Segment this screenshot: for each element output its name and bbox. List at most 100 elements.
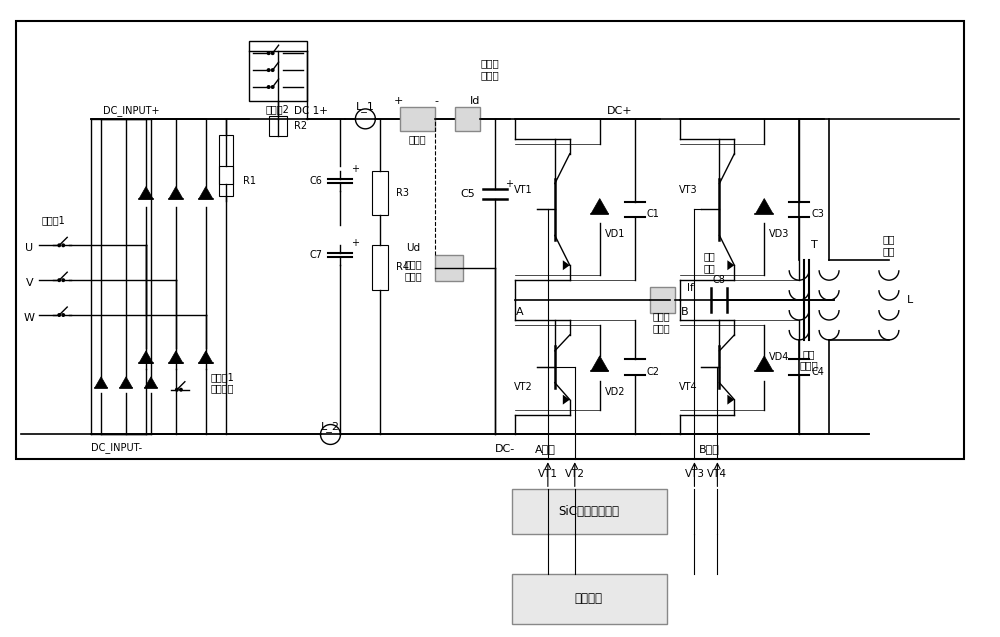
Circle shape: [267, 68, 271, 72]
Text: 谐振
电容: 谐振 电容: [704, 252, 715, 273]
Text: VT3: VT3: [684, 469, 704, 479]
Polygon shape: [199, 351, 213, 363]
Text: R3: R3: [396, 187, 409, 197]
Text: +: +: [505, 178, 513, 189]
Text: DC+: DC+: [607, 106, 632, 116]
Text: 接触器1
常闭触点: 接触器1 常闭触点: [211, 372, 235, 394]
Text: 霏尔电
压检测: 霏尔电 压检测: [405, 259, 422, 281]
Polygon shape: [591, 199, 608, 214]
Bar: [219, 166, 233, 196]
Text: C4: C4: [811, 367, 824, 376]
Circle shape: [57, 243, 61, 247]
Text: DC 1+: DC 1+: [294, 106, 327, 116]
Text: Ud: Ud: [406, 243, 420, 254]
Text: C7: C7: [309, 250, 322, 261]
Circle shape: [57, 278, 61, 282]
Polygon shape: [145, 376, 157, 388]
Text: A桥臂: A桥臂: [534, 445, 555, 454]
Polygon shape: [169, 351, 183, 363]
Polygon shape: [727, 261, 734, 270]
Text: L: L: [907, 295, 913, 305]
Text: VT1: VT1: [514, 185, 533, 194]
Bar: [650, 287, 675, 313]
Bar: [372, 245, 388, 290]
Text: VT3: VT3: [679, 185, 697, 194]
Circle shape: [61, 313, 65, 317]
Text: B桥臂: B桥臂: [699, 445, 720, 454]
Bar: [512, 574, 667, 624]
Text: Id: Id: [470, 96, 480, 106]
Circle shape: [267, 51, 271, 55]
Text: DC_INPUT+: DC_INPUT+: [103, 106, 159, 117]
Polygon shape: [95, 376, 107, 388]
Text: 接触器2: 接触器2: [266, 104, 290, 114]
Circle shape: [271, 68, 275, 72]
Circle shape: [61, 243, 65, 247]
Polygon shape: [199, 187, 213, 199]
Bar: [269, 116, 287, 136]
Text: R4: R4: [396, 262, 409, 272]
Text: VT4: VT4: [707, 469, 727, 479]
Bar: [400, 107, 435, 131]
Polygon shape: [139, 187, 153, 199]
Text: +: +: [351, 164, 359, 174]
Text: 逆变控制: 逆变控制: [575, 592, 603, 605]
Text: VT2: VT2: [514, 382, 533, 392]
Text: L_1: L_1: [356, 101, 375, 112]
Text: -: -: [434, 96, 438, 106]
Text: C5: C5: [460, 189, 475, 199]
Bar: [249, 41, 307, 101]
Text: 接触器1: 接触器1: [41, 215, 65, 225]
Text: 高频
变压器: 高频 变压器: [800, 349, 819, 371]
Circle shape: [57, 313, 61, 317]
Bar: [435, 255, 463, 281]
Text: 分流器: 分流器: [408, 134, 426, 144]
Circle shape: [271, 51, 275, 55]
Polygon shape: [755, 199, 773, 214]
Text: U: U: [25, 243, 33, 254]
Text: If: If: [687, 283, 694, 293]
Polygon shape: [139, 351, 153, 363]
Polygon shape: [120, 376, 132, 388]
Bar: [455, 107, 480, 131]
Text: C6: C6: [310, 176, 322, 185]
Text: B: B: [681, 307, 688, 317]
Text: C3: C3: [811, 210, 824, 220]
Text: T: T: [811, 240, 818, 250]
Text: L_2: L_2: [321, 421, 340, 432]
Text: A: A: [516, 307, 524, 317]
Text: VT1: VT1: [538, 469, 558, 479]
Circle shape: [175, 388, 179, 392]
Text: 中频电
流检测: 中频电 流检测: [653, 311, 670, 333]
Circle shape: [267, 85, 271, 89]
Text: R1: R1: [243, 176, 256, 185]
Bar: [219, 135, 233, 184]
Circle shape: [271, 85, 275, 89]
Text: C8: C8: [713, 275, 726, 285]
Polygon shape: [591, 356, 608, 371]
Text: VT4: VT4: [679, 382, 697, 392]
Text: 霏尔电
流检测: 霏尔电 流检测: [481, 59, 499, 80]
Text: +: +: [394, 96, 403, 106]
Text: VD1: VD1: [605, 229, 625, 240]
Text: 感应
线圈: 感应 线圈: [883, 234, 895, 256]
Polygon shape: [727, 395, 734, 404]
Text: V: V: [25, 278, 33, 288]
Text: VD3: VD3: [769, 229, 790, 240]
Bar: [372, 171, 388, 215]
Text: DC-: DC-: [495, 445, 515, 454]
Text: VD2: VD2: [605, 387, 625, 397]
Text: C2: C2: [647, 367, 660, 376]
Polygon shape: [169, 187, 183, 199]
Text: W: W: [24, 313, 35, 323]
Polygon shape: [563, 395, 570, 404]
Bar: [16, 21, 964, 459]
Text: C1: C1: [647, 210, 659, 220]
Polygon shape: [755, 356, 773, 371]
Polygon shape: [563, 261, 570, 270]
Text: VT2: VT2: [565, 469, 585, 479]
Text: SiC器件隔离驱动: SiC器件隔离驱动: [558, 505, 619, 518]
Text: +: +: [351, 238, 359, 248]
Circle shape: [61, 278, 65, 282]
Text: DC_INPUT-: DC_INPUT-: [91, 442, 142, 453]
